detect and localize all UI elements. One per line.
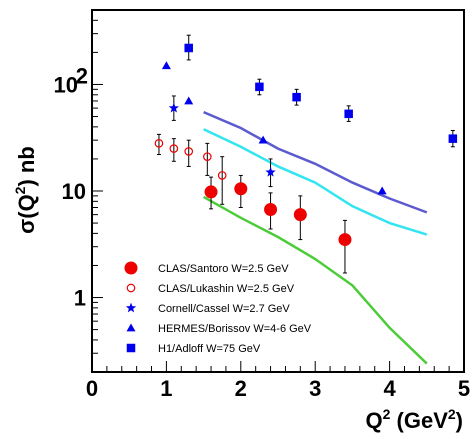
x-tick-label: 1 bbox=[160, 376, 172, 401]
legend-marker bbox=[124, 261, 138, 275]
legend-label: HERMES/Borissov W=4-6 GeV bbox=[158, 323, 312, 335]
x-tick-label: 5 bbox=[458, 376, 470, 401]
y-tick-label: 10 bbox=[62, 179, 86, 204]
x-tick-label: 2 bbox=[235, 376, 247, 401]
data-point bbox=[258, 135, 268, 144]
data-point bbox=[169, 144, 179, 153]
legend-label: CLAS/Lukashin W=2.5 GeV bbox=[158, 283, 295, 295]
data-point bbox=[184, 43, 193, 53]
y-tick-label: 10 bbox=[54, 72, 78, 97]
legend: CLAS/Santoro W=2.5 GeV CLAS/Lukashin W=2.… bbox=[124, 261, 312, 355]
legend-label: CLAS/Santoro W=2.5 GeV bbox=[158, 263, 289, 275]
data-point bbox=[377, 186, 387, 195]
data-point bbox=[265, 166, 276, 177]
y-tick-label: 1 bbox=[74, 286, 86, 311]
legend-marker bbox=[126, 323, 136, 332]
data-point bbox=[161, 61, 171, 70]
data-point bbox=[204, 185, 218, 199]
legend-marker bbox=[125, 302, 137, 313]
data-point bbox=[154, 139, 164, 148]
x-tick-label: 3 bbox=[309, 376, 321, 401]
data-point bbox=[234, 182, 248, 196]
legend-marker bbox=[126, 283, 136, 293]
legend-label: Cornell/Cassel W=2.7 GeV bbox=[158, 303, 290, 315]
y-tick-label-exponent: 2 bbox=[76, 63, 88, 88]
data-point bbox=[168, 102, 179, 113]
model-curves bbox=[202, 110, 428, 365]
legend-label: H1/Adloff W=75 GeV bbox=[158, 343, 261, 355]
model-curve bbox=[203, 128, 428, 236]
data-point bbox=[203, 152, 212, 161]
x-tick-label: 0 bbox=[86, 376, 98, 401]
data-point bbox=[184, 96, 194, 105]
plot-frame bbox=[91, 9, 465, 373]
data-point bbox=[264, 203, 278, 217]
data-points bbox=[154, 34, 458, 274]
x-axis-title: Q2 (GeV2) bbox=[365, 406, 463, 433]
data-point bbox=[448, 134, 458, 143]
y-axis-title: σ(Q2) nb bbox=[12, 146, 39, 234]
data-point bbox=[338, 233, 352, 247]
data-point bbox=[255, 82, 264, 92]
legend-marker bbox=[126, 343, 136, 353]
data-point bbox=[184, 147, 194, 156]
axis-ticks bbox=[91, 9, 465, 373]
model-curve bbox=[203, 110, 428, 214]
data-point bbox=[344, 109, 353, 119]
model-curve bbox=[202, 195, 428, 365]
data-point bbox=[292, 92, 301, 102]
data-point bbox=[293, 208, 307, 222]
x-tick-label: 4 bbox=[383, 376, 396, 401]
data-point bbox=[217, 171, 227, 180]
